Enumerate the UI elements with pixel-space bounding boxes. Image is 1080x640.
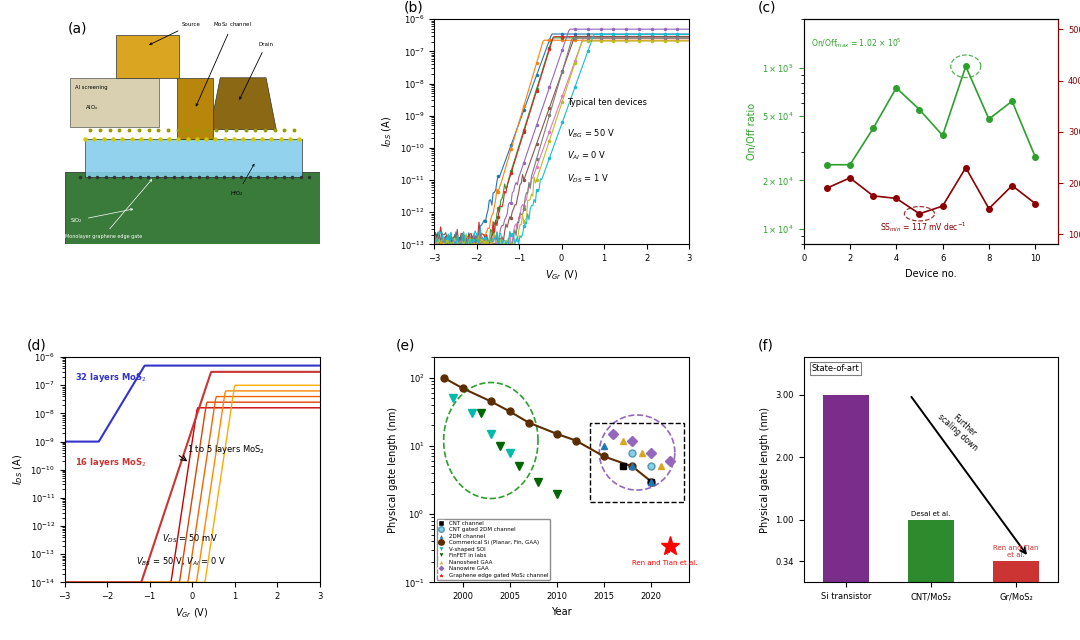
- Y-axis label: Physical gate length (nm): Physical gate length (nm): [760, 407, 770, 532]
- Text: Monolayer graphene edge gate: Monolayer graphene edge gate: [65, 180, 151, 239]
- FancyBboxPatch shape: [65, 172, 320, 244]
- Text: MoS$_2$ channel: MoS$_2$ channel: [197, 20, 252, 106]
- Text: 1 to 5 layers MoS$_2$: 1 to 5 layers MoS$_2$: [187, 443, 265, 456]
- Text: (c): (c): [758, 1, 777, 15]
- Text: (d): (d): [27, 339, 46, 353]
- Text: HfO$_2$: HfO$_2$: [230, 164, 254, 198]
- Text: $V_{DS}$ = 1 V: $V_{DS}$ = 1 V: [567, 172, 609, 185]
- Text: Ren and Tian et al.: Ren and Tian et al.: [633, 550, 698, 566]
- Y-axis label: On/Off ratio: On/Off ratio: [746, 103, 757, 161]
- Text: Typical ten devices: Typical ten devices: [567, 98, 647, 107]
- Bar: [907, 520, 955, 582]
- FancyBboxPatch shape: [70, 78, 159, 127]
- Text: $V_{Al}$ = 0 V: $V_{Al}$ = 0 V: [567, 150, 606, 163]
- Bar: [823, 395, 869, 582]
- Text: Desai et al.: Desai et al.: [912, 511, 950, 516]
- Text: 16 layers MoS$_2$: 16 layers MoS$_2$: [75, 456, 147, 469]
- Text: SS$_{min}$ = 117 mV dec$^{-1}$: SS$_{min}$ = 117 mV dec$^{-1}$: [880, 221, 967, 234]
- X-axis label: $V_{Gr}$ (V): $V_{Gr}$ (V): [175, 607, 208, 620]
- Text: On/Off$_{max}$ = 1.02 × 10$^5$: On/Off$_{max}$ = 1.02 × 10$^5$: [811, 36, 902, 50]
- Text: $V_{DS}$ = 50 mV: $V_{DS}$ = 50 mV: [162, 533, 217, 545]
- X-axis label: Device no.: Device no.: [905, 269, 957, 279]
- Text: Ren and Tian
et al.: Ren and Tian et al.: [994, 545, 1039, 558]
- Text: Further
scaling down: Further scaling down: [935, 405, 986, 453]
- Text: $V_{BG}$ = 50 V: $V_{BG}$ = 50 V: [567, 127, 615, 140]
- Text: State-of-art: State-of-art: [811, 364, 859, 373]
- X-axis label: Year: Year: [551, 607, 572, 617]
- Text: Al screening: Al screening: [75, 85, 108, 90]
- Text: Source: Source: [150, 22, 201, 45]
- FancyBboxPatch shape: [85, 139, 301, 177]
- Bar: [993, 561, 1039, 582]
- Text: (b): (b): [404, 1, 423, 15]
- Y-axis label: $I_{DS}$ (A): $I_{DS}$ (A): [11, 454, 25, 485]
- Text: AlO$_x$: AlO$_x$: [85, 103, 98, 112]
- FancyBboxPatch shape: [116, 35, 179, 78]
- Text: 32 layers MoS$_2$: 32 layers MoS$_2$: [75, 371, 147, 383]
- Bar: [590, 423, 685, 502]
- X-axis label: $V_{Gr}$ (V): $V_{Gr}$ (V): [544, 269, 579, 282]
- Text: SiO$_2$: SiO$_2$: [70, 209, 133, 225]
- Polygon shape: [210, 78, 276, 129]
- Text: (e): (e): [396, 339, 416, 353]
- Y-axis label: $I_{DS}$ (A): $I_{DS}$ (A): [380, 116, 394, 147]
- Polygon shape: [177, 78, 213, 139]
- Legend: CNT channel, CNT gated 2DM channel, 2DM channel, Commerical Si (Planar, Fin, GAA: CNT channel, CNT gated 2DM channel, 2DM …: [437, 519, 550, 580]
- Text: (f): (f): [758, 339, 773, 353]
- Text: $V_{BS}$ = 50 V, $V_{Al}$ = 0 V: $V_{BS}$ = 50 V, $V_{Al}$ = 0 V: [136, 556, 226, 568]
- Text: (a): (a): [67, 22, 86, 35]
- Text: Drain: Drain: [240, 42, 273, 99]
- Y-axis label: Physical gate length (nm): Physical gate length (nm): [388, 407, 399, 532]
